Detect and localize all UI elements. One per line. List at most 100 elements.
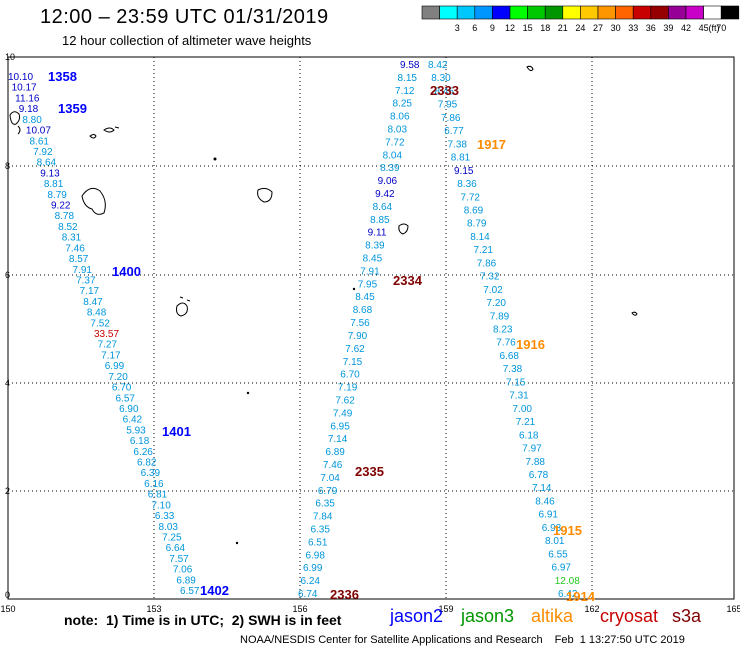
color-scale-label: 9 xyxy=(490,23,495,33)
swh-value: 8.30 xyxy=(431,73,451,84)
altimeter-tracks: 10.1010.1711.169.188.8010.078.617.928.64… xyxy=(8,60,580,600)
swh-value: 6.89 xyxy=(325,447,345,458)
lon-tick-label: 150 xyxy=(0,604,15,614)
swh-value: 8.25 xyxy=(393,99,413,110)
color-scale-swatch xyxy=(439,5,458,20)
swh-value: 7.72 xyxy=(461,192,481,203)
swh-value: 8.64 xyxy=(37,158,57,169)
lat-tick-label: 0 xyxy=(5,590,10,600)
swh-value: 10.07 xyxy=(26,126,51,137)
swh-value: 8.48 xyxy=(87,308,107,319)
pass-time-label: 2335 xyxy=(355,464,384,479)
swh-value: 7.38 xyxy=(448,139,468,150)
swh-value: 8.04 xyxy=(383,150,403,161)
swh-value: 6.55 xyxy=(548,549,568,560)
color-scale-swatch xyxy=(527,5,546,20)
color-scale-legend: 3 6 9 12 15 18 21 24 27 30 33 36 39 42 45 70(ft) xyxy=(421,5,740,33)
swh-value: 6.33 xyxy=(155,511,175,522)
legend-sat-cryosat: cryosat xyxy=(600,606,659,626)
swh-value: 7.38 xyxy=(503,364,523,375)
pass-time-label: 1401 xyxy=(162,424,191,439)
swh-value: 7.86 xyxy=(477,258,497,269)
swh-value: 8.45 xyxy=(363,254,383,265)
swh-value: 7.32 xyxy=(480,272,500,283)
pass-time-label: 1359 xyxy=(58,101,87,116)
swh-value: 8.81 xyxy=(451,153,471,164)
lon-tick-label: 156 xyxy=(292,604,307,614)
swh-value: 6.98 xyxy=(305,550,325,561)
swh-value: 9.06 xyxy=(378,176,398,187)
color-scale-swatch xyxy=(509,5,528,20)
swh-value: 8.45 xyxy=(355,292,375,303)
legend-sat-jason3: jason3 xyxy=(461,606,515,626)
swh-value: 8.03 xyxy=(159,522,179,533)
swh-value: 6.81 xyxy=(148,490,168,501)
swh-value: 7.62 xyxy=(335,395,355,406)
swh-value: 6.57 xyxy=(180,586,200,597)
pass-time-label: 1917 xyxy=(477,137,506,152)
color-scale-swatch xyxy=(456,5,476,20)
color-scale-swatch xyxy=(421,5,440,20)
swh-value: 6.57 xyxy=(116,393,136,404)
swh-value: 6.64 xyxy=(166,543,186,554)
color-scale-label: 30 xyxy=(611,23,621,33)
color-scale-swatch xyxy=(615,5,634,20)
color-scale-label: 42 xyxy=(681,23,691,33)
swh-value: 6.70 xyxy=(112,383,132,394)
swh-value: 7.88 xyxy=(526,457,546,468)
pass-time-label: 1914 xyxy=(566,589,596,604)
color-scale-label: 3 xyxy=(455,23,460,33)
color-scale-swatch xyxy=(632,5,652,20)
swh-value: 8.81 xyxy=(44,179,64,190)
swh-value: 7.02 xyxy=(483,285,503,296)
swh-value: 7.00 xyxy=(513,404,533,415)
swh-value: 7.15 xyxy=(343,357,363,368)
swh-value: 6.70 xyxy=(340,370,360,381)
color-scale-swatch xyxy=(597,5,616,20)
swh-value: 7.91 xyxy=(360,266,380,277)
swh-value: 9.13 xyxy=(40,168,60,179)
swh-value: 8.85 xyxy=(370,215,390,226)
swh-value: 7.25 xyxy=(162,532,182,543)
lat-tick-label: 4 xyxy=(5,378,10,388)
pass-time-label: 2336 xyxy=(330,587,359,602)
swh-value: 7.20 xyxy=(487,298,507,309)
swh-value: 7.72 xyxy=(385,137,405,148)
island-outlines xyxy=(9,65,638,545)
swh-value: 8.36 xyxy=(457,179,477,190)
swh-value: 7.19 xyxy=(338,383,358,394)
color-scale-swatch xyxy=(720,5,740,20)
swh-value: 6.99 xyxy=(105,361,125,372)
swh-value: 6.24 xyxy=(300,576,320,587)
swh-value: 7.21 xyxy=(474,245,494,256)
swh-value: 6.16 xyxy=(144,479,164,490)
island-outline xyxy=(81,187,106,215)
swh-value: 7.62 xyxy=(345,344,365,355)
swh-value: 6.42 xyxy=(123,415,143,426)
legend-sat-altika: altika xyxy=(531,606,574,626)
color-scale-swatch xyxy=(685,5,704,20)
swh-value: 11.16 xyxy=(15,93,40,104)
color-scale-label: 15 xyxy=(523,23,533,33)
island-outline xyxy=(631,311,638,316)
swh-value: 8.23 xyxy=(493,325,513,336)
lat-tick-label: 8 xyxy=(5,161,10,171)
color-scale-label: 70 xyxy=(716,23,726,33)
island-outline xyxy=(235,541,239,545)
island-outline xyxy=(526,65,534,72)
color-scale-label: 33 xyxy=(628,23,638,33)
map-subtitle: 12 hour collection of altimeter wave hei… xyxy=(62,33,312,48)
map-title: 12:00 – 23:59 UTC 01/31/2019 xyxy=(40,6,329,28)
color-scale-swatch xyxy=(544,5,564,20)
swh-value: 33.57 xyxy=(94,329,119,340)
swh-value: 8.45 xyxy=(435,86,455,97)
legend-sat-s3a: s3a xyxy=(672,606,702,626)
swh-value: 8.79 xyxy=(47,190,67,201)
swh-value: 7.89 xyxy=(490,311,510,322)
footer-timestamp: Feb 1 13:27:50 UTC 2019 xyxy=(554,634,685,646)
swh-value: 6.78 xyxy=(529,470,549,481)
swh-value: 7.90 xyxy=(348,331,368,342)
swh-value: 8.52 xyxy=(58,222,78,233)
swh-value: 7.15 xyxy=(506,377,526,388)
